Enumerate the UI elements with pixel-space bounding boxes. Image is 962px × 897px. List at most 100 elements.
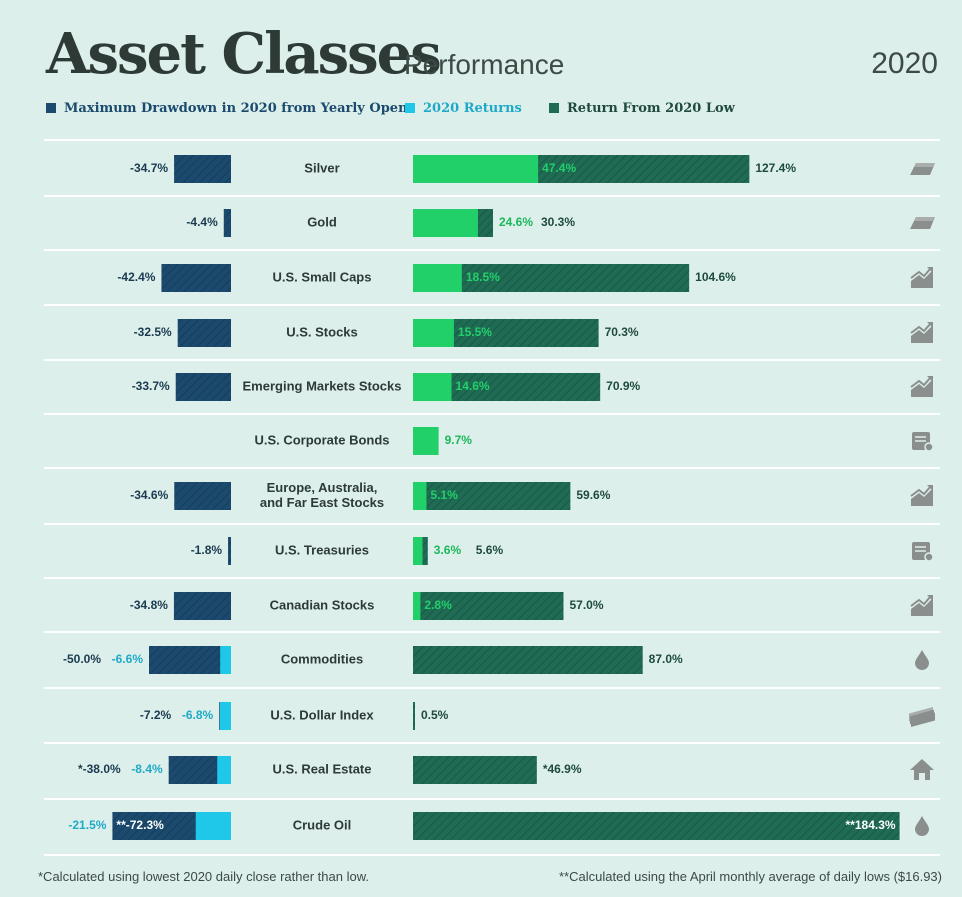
return-label-u-s-treasuries: 3.6% <box>434 543 462 557</box>
return-label-silver: 47.4% <box>542 161 576 175</box>
return-label-u-s-dollar-index: -6.8% <box>182 708 214 722</box>
stock-chart-icon <box>910 485 933 506</box>
return-bar-u-s-treasuries <box>413 537 423 565</box>
bullion-bar-icon <box>910 163 935 175</box>
category-label-europe-australia-and-far-east-stocks: Europe, Australia, <box>267 480 378 495</box>
drawdown-hatch-europe-australia-and-far-east-stocks <box>174 482 231 510</box>
drawdown-hatch-u-s-small-caps <box>161 264 231 292</box>
from-low-hatch-canadian-stocks <box>413 592 564 620</box>
drawdown-label-gold: -4.4% <box>186 215 218 229</box>
category-label-u-s-dollar-index: U.S. Dollar Index <box>270 707 374 722</box>
drawdown-label-emerging-markets-stocks: -33.7% <box>132 379 170 393</box>
legend-swatch-from-low <box>549 103 559 113</box>
from-low-label-europe-australia-and-far-east-stocks: 59.6% <box>576 488 610 502</box>
from-low-label-emerging-markets-stocks: 70.9% <box>606 379 640 393</box>
drawdown-hatch-u-s-treasuries <box>228 537 231 565</box>
return-bar-crude-oil <box>195 812 231 840</box>
legend-item-returns: 2020 Returns <box>405 98 522 118</box>
drawdown-hatch-canadian-stocks <box>173 592 231 620</box>
category-label-crude-oil: Crude Oil <box>293 817 352 832</box>
return-bar-u-s-real-estate <box>217 756 231 784</box>
page-title: Asset Classes <box>46 21 442 87</box>
return-label-emerging-markets-stocks: 14.6% <box>456 379 490 393</box>
from-low-label-gold: 30.3% <box>541 215 575 229</box>
legend-swatch-drawdown <box>46 103 56 113</box>
drawdown-label-u-s-stocks: -32.5% <box>134 325 172 339</box>
return-label-u-s-real-estate: -8.4% <box>131 762 163 776</box>
from-low-label-crude-oil: **184.3% <box>846 818 896 832</box>
drawdown-label-u-s-dollar-index: -7.2% <box>140 708 172 722</box>
legend-label-drawdown: Maximum Drawdown in 2020 from Yearly Ope… <box>64 100 408 116</box>
from-low-label-canadian-stocks: 57.0% <box>569 598 603 612</box>
from-low-hatch-crude-oil <box>413 812 900 840</box>
drawdown-label-u-s-treasuries: -1.8% <box>191 543 223 557</box>
footnote-left: *Calculated using lowest 2020 daily clos… <box>38 869 369 884</box>
return-bar-silver <box>413 155 539 183</box>
category-label-u-s-corporate-bonds: U.S. Corporate Bonds <box>254 432 389 447</box>
stock-chart-icon <box>910 595 933 616</box>
return-bar-emerging-markets-stocks <box>413 373 452 401</box>
legend-label-from-low: Return From 2020 Low <box>567 100 735 116</box>
from-low-label-silver: 127.4% <box>755 161 796 175</box>
category-label-europe-australia-and-far-east-stocks: and Far East Stocks <box>260 495 384 510</box>
legend-item-drawdown: Maximum Drawdown in 2020 from Yearly Ope… <box>46 98 408 118</box>
return-bar-u-s-stocks <box>413 319 454 347</box>
legend-label-returns: 2020 Returns <box>423 100 522 116</box>
bond-certificate-icon <box>912 432 934 452</box>
stock-chart-icon <box>910 322 933 343</box>
return-label-gold: 24.6% <box>499 215 533 229</box>
drawdown-hatch-u-s-stocks <box>177 319 231 347</box>
return-bar-u-s-corporate-bonds <box>413 427 439 455</box>
year-label: 2020 <box>871 47 938 80</box>
from-low-hatch-u-s-dollar-index <box>413 702 415 730</box>
category-label-silver: Silver <box>304 160 339 175</box>
return-label-europe-australia-and-far-east-stocks: 5.1% <box>430 488 458 502</box>
category-label-u-s-real-estate: U.S. Real Estate <box>273 761 372 776</box>
bond-certificate-icon <box>912 542 934 562</box>
from-low-label-u-s-stocks: 70.3% <box>605 325 639 339</box>
return-label-u-s-small-caps: 18.5% <box>466 270 500 284</box>
house-icon <box>910 759 934 780</box>
category-label-commodities: Commodities <box>281 651 363 666</box>
oil-drop-icon <box>915 650 929 670</box>
category-label-u-s-small-caps: U.S. Small Caps <box>273 269 372 284</box>
oil-drop-icon <box>915 816 929 836</box>
category-label-u-s-treasuries: U.S. Treasuries <box>275 542 369 557</box>
drawdown-hatch-gold <box>223 209 231 237</box>
cash-stack-icon <box>909 707 935 727</box>
from-low-hatch-commodities <box>413 646 643 674</box>
drawdown-label-u-s-small-caps: -42.4% <box>117 270 155 284</box>
stock-chart-icon <box>910 376 933 397</box>
legend-swatch-returns <box>405 103 415 113</box>
from-low-hatch-europe-australia-and-far-east-stocks <box>413 482 571 510</box>
return-bar-commodities <box>220 646 231 674</box>
return-label-crude-oil: -21.5% <box>68 818 106 832</box>
return-bar-gold <box>413 209 478 237</box>
legend-item-from-low: Return From 2020 Low <box>549 98 735 118</box>
footnote-right: **Calculated using the April monthly ave… <box>559 869 942 884</box>
return-bar-canadian-stocks <box>413 592 421 620</box>
category-label-emerging-markets-stocks: Emerging Markets Stocks <box>243 378 402 393</box>
stock-chart-icon <box>910 267 933 288</box>
drawdown-label-silver: -34.7% <box>130 161 168 175</box>
return-bar-u-s-dollar-index <box>219 702 231 730</box>
drawdown-hatch-commodities <box>149 646 231 674</box>
drawdown-label-u-s-real-estate: *-38.0% <box>78 762 121 776</box>
drawdown-label-crude-oil: **-72.3% <box>116 818 164 832</box>
category-label-gold: Gold <box>307 214 337 229</box>
from-low-label-u-s-treasuries: 5.6% <box>476 543 504 557</box>
bullion-bar-icon <box>910 217 935 229</box>
return-label-commodities: -6.6% <box>112 652 144 666</box>
from-low-label-u-s-small-caps: 104.6% <box>695 270 736 284</box>
drawdown-hatch-emerging-markets-stocks <box>175 373 231 401</box>
return-bar-europe-australia-and-far-east-stocks <box>413 482 427 510</box>
from-low-label-u-s-dollar-index: 0.5% <box>421 708 449 722</box>
from-low-label-commodities: 87.0% <box>649 652 683 666</box>
drawdown-label-commodities: -50.0% <box>63 652 101 666</box>
category-label-u-s-stocks: U.S. Stocks <box>286 324 358 339</box>
return-label-u-s-stocks: 15.5% <box>458 325 492 339</box>
drawdown-hatch-silver <box>174 155 231 183</box>
drawdown-label-europe-australia-and-far-east-stocks: -34.6% <box>130 488 168 502</box>
